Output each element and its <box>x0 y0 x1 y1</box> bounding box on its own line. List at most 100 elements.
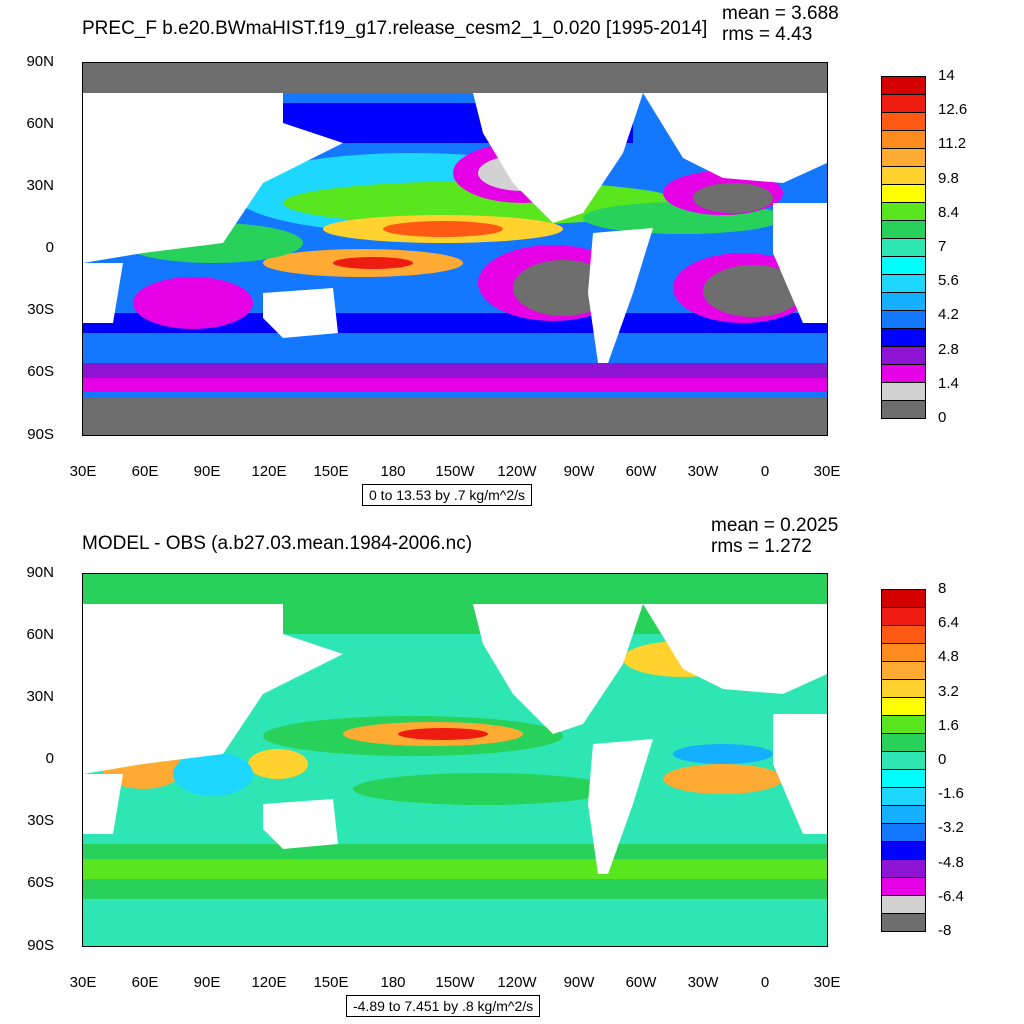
colorbar-swatch <box>881 400 926 419</box>
x-tick-label: 150E <box>313 463 349 480</box>
colorbar-swatch <box>881 859 926 878</box>
rms-value: rms = 4.43 <box>722 24 813 45</box>
y-tick-label: 30S <box>27 812 54 829</box>
colorbar-label: 11.2 <box>938 135 967 153</box>
colorbar-swatch <box>881 202 926 221</box>
colorbar-label: -4.8 <box>938 853 964 871</box>
colorbar-swatch <box>881 130 926 149</box>
mean-value: mean = 0.2025 <box>711 515 839 536</box>
x-tick-label: 90W <box>563 974 595 991</box>
colorbar-label: -3.2 <box>938 819 964 837</box>
colorbar-swatch <box>881 76 926 95</box>
y-tick-label: 60N <box>26 626 54 643</box>
colorbar-label: -8 <box>938 922 952 939</box>
contour-range-label: -4.89 to 7.451 by .8 kg/m^2/s <box>346 995 541 1017</box>
colorbar-swatch <box>881 715 926 734</box>
y-tick-label: 30S <box>27 301 54 318</box>
x-tick-label: 0 <box>760 463 770 480</box>
colorbar <box>881 76 926 419</box>
colorbar-label: 4.8 <box>938 648 959 666</box>
y-tick-label: 60N <box>26 115 54 132</box>
precip-map-panel: PREC_F b.e20.BWmaHIST.f19_g17.release_ce… <box>26 3 968 506</box>
x-tick-label: 120E <box>251 974 287 991</box>
x-tick-label: 30E <box>813 463 841 480</box>
mean-value: mean = 3.688 <box>722 3 839 24</box>
contour-range-label: 0 to 13.53 by .7 kg/m^2/s <box>362 484 532 506</box>
y-tick-label: 90S <box>27 937 54 954</box>
colorbar-label: -1.6 <box>938 785 964 803</box>
y-tick-label: 30N <box>26 177 54 194</box>
colorbar-swatch <box>881 661 926 680</box>
colorbar-swatch <box>881 787 926 806</box>
x-tick-label: 60W <box>625 974 657 991</box>
colorbar-label: 7 <box>938 238 947 255</box>
x-tick-label: 150E <box>313 974 349 991</box>
x-tick-label: 120E <box>251 463 287 480</box>
colorbar-label: 2.8 <box>938 340 959 358</box>
x-tick-label: 180 <box>380 463 406 480</box>
y-tick-label: 60S <box>27 874 54 891</box>
x-tick-label: 120W <box>497 463 537 480</box>
colorbar-swatch <box>881 310 926 329</box>
colorbar-label: 14 <box>938 67 955 84</box>
colorbar-swatch <box>881 589 926 608</box>
x-tick-label: 30W <box>687 974 719 991</box>
difference-field <box>83 574 827 946</box>
x-tick-label: 30E <box>69 974 97 991</box>
x-tick-label: 180 <box>380 974 406 991</box>
colorbar-swatch <box>881 643 926 662</box>
map-title: MODEL - OBS (a.b27.03.mean.1984-2006.nc) <box>82 533 473 554</box>
map-plot-area <box>82 62 828 436</box>
colorbar-label: 9.8 <box>938 169 959 187</box>
colorbar-swatch <box>881 292 926 311</box>
colorbar-swatch <box>881 94 926 113</box>
colorbar-swatch <box>881 274 926 293</box>
rms-value: rms = 1.272 <box>711 536 812 557</box>
colorbar-swatch <box>881 733 926 752</box>
colorbar-label: 1.4 <box>938 374 959 392</box>
x-tick-label: 90E <box>193 463 221 480</box>
colorbar-swatch <box>881 877 926 896</box>
colorbar-swatch <box>881 184 926 203</box>
x-tick-label: 30W <box>687 463 719 480</box>
colorbar-swatch <box>881 679 926 698</box>
colorbar-label: 3.2 <box>938 682 959 700</box>
colorbar-swatch <box>881 238 926 257</box>
colorbar-swatch <box>881 346 926 365</box>
colorbar-swatch <box>881 625 926 644</box>
y-tick-label: 90N <box>26 53 54 70</box>
map-plot-area <box>82 573 828 947</box>
colorbar-swatch <box>881 895 926 914</box>
colorbar-swatch <box>881 148 926 167</box>
colorbar-swatch <box>881 382 926 401</box>
colorbar-swatch <box>881 805 926 824</box>
difference-map-panel: MODEL - OBS (a.b27.03.mean.1984-2006.nc)… <box>0 512 1024 1024</box>
colorbar-swatch <box>881 220 926 239</box>
colorbar-label: 4.2 <box>938 306 959 324</box>
colorbar-swatch <box>881 823 926 842</box>
colorbar-swatch <box>881 913 926 932</box>
colorbar-swatch <box>881 841 926 860</box>
colorbar-label: 8.4 <box>938 203 959 221</box>
x-tick-label: 120W <box>497 974 537 991</box>
map-title: PREC_F b.e20.BWmaHIST.f19_g17.release_ce… <box>82 18 708 39</box>
colorbar-label: 12.6 <box>938 101 968 119</box>
colorbar-label: 5.6 <box>938 272 959 290</box>
colorbar-label: -6.4 <box>938 887 964 905</box>
x-tick-label: 90W <box>563 463 595 480</box>
x-tick-label: 90E <box>193 974 221 991</box>
x-tick-label: 150W <box>435 463 475 480</box>
y-tick-label: 90S <box>27 426 54 443</box>
colorbar-label: 1.6 <box>938 716 959 734</box>
colorbar-swatch <box>881 112 926 131</box>
colorbar-label: 8 <box>938 580 947 597</box>
colorbar-label: 6.4 <box>938 614 959 632</box>
x-tick-label: 30E <box>69 463 97 480</box>
colorbar-swatch <box>881 328 926 347</box>
x-tick-label: 60W <box>625 463 657 480</box>
colorbar-swatch <box>881 751 926 770</box>
colorbar-swatch <box>881 607 926 626</box>
x-tick-label: 30E <box>813 974 841 991</box>
colorbar-label: 0 <box>938 751 947 768</box>
colorbar-swatch <box>881 364 926 383</box>
